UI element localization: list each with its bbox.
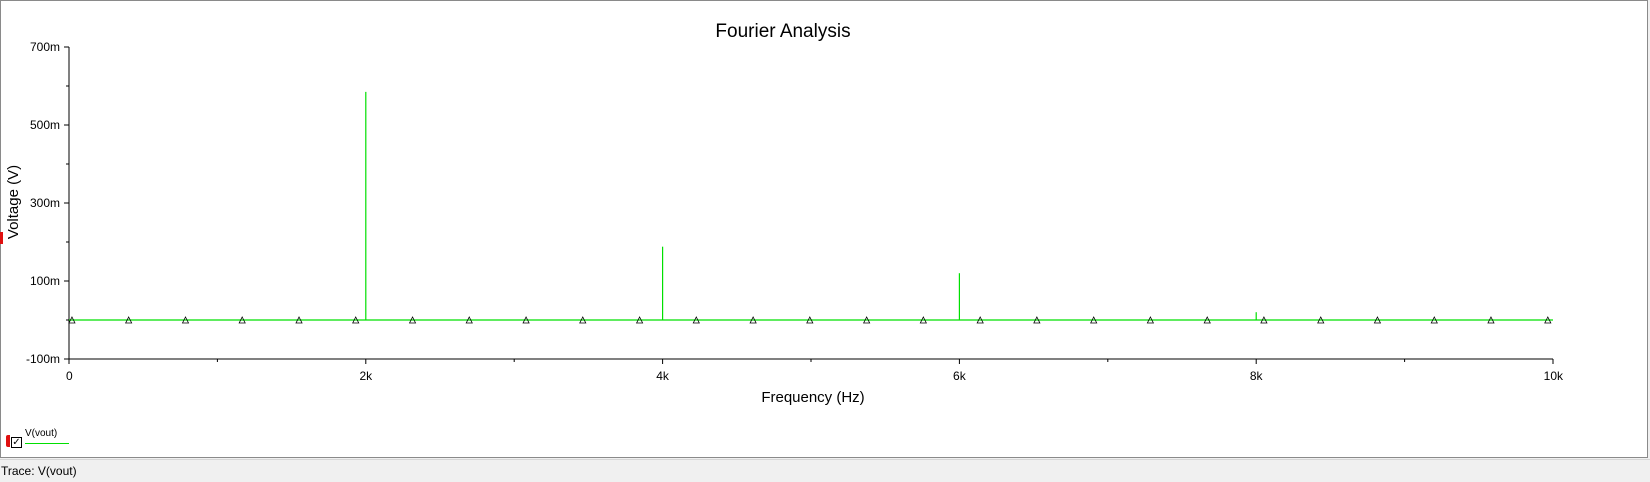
series-layer	[68, 91, 1553, 324]
legend-label[interactable]: V(vout)	[25, 428, 58, 439]
trace-marker-icon	[1033, 316, 1041, 324]
series-V(vout)	[68, 91, 1553, 324]
legend-line-swatch	[25, 443, 69, 444]
status-bar: Trace: V(vout)	[0, 459, 1650, 481]
chart-title: Fourier Analysis	[715, 21, 850, 42]
trace-marker-icon	[522, 316, 530, 324]
fourier-chart: Fourier Analysis Frequency (Hz) Voltage …	[5, 21, 1564, 406]
trace-marker-icon	[465, 316, 473, 324]
trace-marker-icon	[352, 316, 360, 324]
status-text: Trace: V(vout)	[1, 464, 77, 478]
axes	[68, 47, 1553, 360]
x-tick-label: 4k	[656, 369, 670, 383]
trace-visibility-checkbox[interactable]: ✓	[11, 437, 22, 448]
x-tick-label: 6k	[953, 369, 967, 383]
trace-marker-icon	[181, 316, 190, 324]
x-axis-label: Frequency (Hz)	[761, 389, 864, 406]
trace-marker-icon	[976, 316, 984, 324]
cursor-marker-icon	[0, 232, 3, 244]
trace-color-marker	[6, 435, 10, 447]
plot-area: Fourier Analysis Frequency (Hz) Voltage …	[0, 0, 1648, 458]
trace-marker-icon	[863, 316, 871, 324]
x-tick-label: 0	[66, 369, 73, 383]
trace-marker-icon	[295, 316, 303, 324]
trace-marker-icon	[1090, 316, 1098, 324]
x-tick-label: 10k	[1544, 369, 1564, 383]
trace-marker-icon	[1544, 316, 1552, 324]
trace-marker-icon	[749, 316, 757, 324]
trace-marker-icon	[1430, 316, 1438, 324]
trace-marker-icon	[125, 316, 133, 324]
legend: ✓ V(vout)	[6, 428, 76, 450]
trace-marker-icon	[1373, 316, 1382, 324]
trace-marker-icon	[692, 316, 700, 324]
x-tick-label: 8k	[1250, 369, 1264, 383]
trace-marker-icon	[1260, 316, 1268, 324]
trace-marker-icon	[238, 316, 246, 324]
y-tick-label: 100m	[30, 274, 60, 288]
trace-marker-icon	[1146, 316, 1155, 324]
y-axis-label: Voltage (V)	[5, 165, 22, 239]
trace-marker-icon	[1203, 316, 1211, 324]
x-tick-label: 2k	[359, 369, 373, 383]
trace-marker-icon	[579, 316, 587, 324]
trace-marker-icon	[635, 316, 644, 324]
trace-marker-icon	[408, 316, 417, 324]
y-tick-label: -100m	[26, 352, 60, 366]
axis-ticks: 700m 500m 300m 100m -100m 0 2k 4k 6k 8k 10k	[26, 40, 1564, 383]
trace-marker-icon	[1317, 316, 1325, 324]
y-tick-label: 500m	[30, 118, 60, 132]
trace-marker-icon	[806, 316, 814, 324]
trace-marker-icon	[68, 316, 76, 324]
trace-marker-icon	[1487, 316, 1495, 324]
y-tick-label: 300m	[30, 196, 60, 210]
trace-marker-icon	[919, 316, 927, 324]
y-tick-label: 700m	[30, 40, 60, 54]
